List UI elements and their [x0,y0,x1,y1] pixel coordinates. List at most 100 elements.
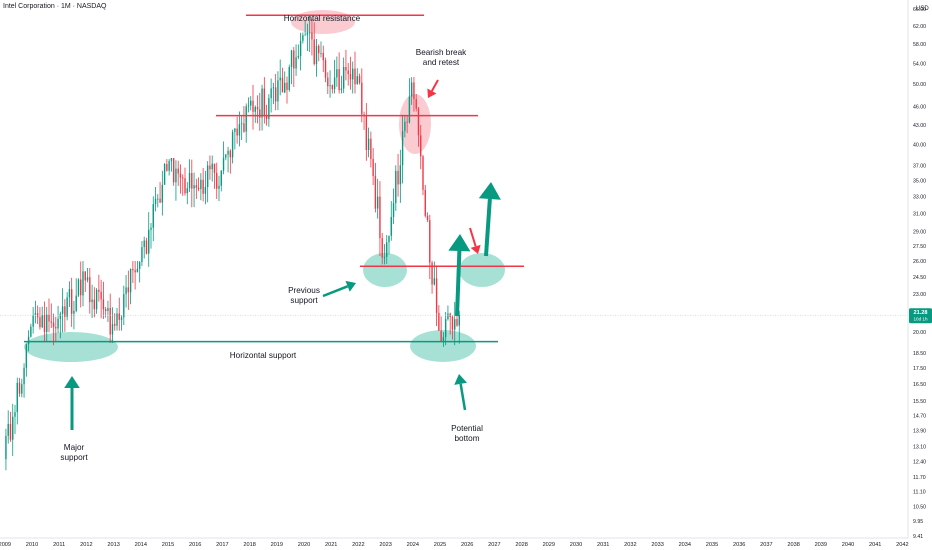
candle-body [141,247,143,263]
current-price-value: 21.28 [914,310,928,316]
candle-body [5,435,7,460]
candle-body [154,198,157,205]
candle-body [284,82,286,93]
candle-body [143,240,145,248]
candle-body [372,158,374,177]
candle-body [123,294,125,318]
y-tick-label: 18.50 [913,351,926,357]
candle-body [216,172,218,189]
y-tick-label: 66.00 [913,7,926,13]
candle-body [75,295,77,311]
candle-body [426,215,429,221]
candle-body [338,69,340,91]
target-ellipse [459,253,505,287]
candle-body [318,45,320,54]
y-tick-label: 13.10 [913,444,926,450]
candle-body [420,135,422,157]
x-tick-label: 2042 [896,542,908,548]
arrow-shaft [431,79,439,92]
candle-body [340,88,343,91]
x-tick-label: 2018 [243,542,255,548]
x-tick-label: 2019 [271,542,283,548]
x-tick-label: 2024 [407,542,419,548]
candle-body [356,76,358,85]
x-tick-label: 2028 [515,542,527,548]
candle-body [272,87,275,89]
candle-body [104,309,107,311]
x-tick-label: 2038 [787,542,799,548]
candle-body [64,306,66,317]
candle-body [77,279,80,296]
candle-body [118,313,120,320]
candle-body [444,319,447,338]
x-tick-label: 2020 [298,542,310,548]
y-tick-label: 20.00 [913,330,926,336]
candle-body [148,229,150,254]
candle-body [388,235,390,243]
candle-body [132,268,134,271]
candle-body [152,204,154,228]
candle-body [48,314,50,322]
candle-body [91,299,93,303]
candle-body [456,319,458,326]
arrow-head [448,234,471,252]
arrow-shaft [484,198,492,257]
candle-body [381,238,383,258]
y-tick-label: 16.50 [913,382,926,388]
candle-body [227,150,229,155]
candle-body [68,289,71,298]
candle-body [229,150,232,158]
x-tick-label: 2036 [733,542,745,548]
candle-body [61,306,64,314]
highlight-ellipses [24,10,505,362]
candle-body [7,423,9,436]
x-tick-label: 2013 [107,542,119,548]
candle-body [331,85,334,90]
x-tick-label: 2035 [706,542,718,548]
candle-body [265,115,268,119]
candle-body [125,287,127,295]
y-tick-label: 9.95 [913,519,923,525]
candle-body [225,154,227,158]
candle-body [399,165,402,185]
resistance-label: Horizontal resistance [284,14,361,23]
candle-body [288,66,290,90]
y-tick-label: 37.00 [913,164,926,170]
x-tick-label: 2015 [162,542,174,548]
candle-body [254,107,256,112]
candle-body [390,217,392,236]
candle-body [247,105,250,107]
potential-bottom-label-line2: bottom [454,434,479,443]
candle-body [354,68,356,85]
candle-body [435,278,438,313]
candle-body [129,268,132,293]
candle-body [89,277,91,303]
y-tick-label: 50.00 [913,82,926,88]
candle-body [170,158,173,162]
x-tick-label: 2029 [543,542,555,548]
bearish-retest-arrow [427,79,439,98]
candle-body [347,70,349,74]
candle-body [370,138,372,159]
candle-body [383,256,386,258]
candle-body [315,45,318,64]
candle-body [320,52,322,54]
candle-body [175,168,177,183]
candle-body [191,172,193,189]
candle-body [82,271,84,296]
candle-body [220,170,222,186]
candle-body [454,319,456,330]
candle-body [440,330,442,342]
candle-body [25,344,28,368]
candle-body [413,82,415,99]
candle-body [16,382,18,413]
candle-body [195,185,198,188]
arrow-head [64,376,80,388]
candle-body [172,158,175,183]
candle-body [184,178,186,194]
arrows-layer [64,79,501,430]
candle-body [204,186,207,194]
y-tick-label: 54.00 [913,61,926,67]
